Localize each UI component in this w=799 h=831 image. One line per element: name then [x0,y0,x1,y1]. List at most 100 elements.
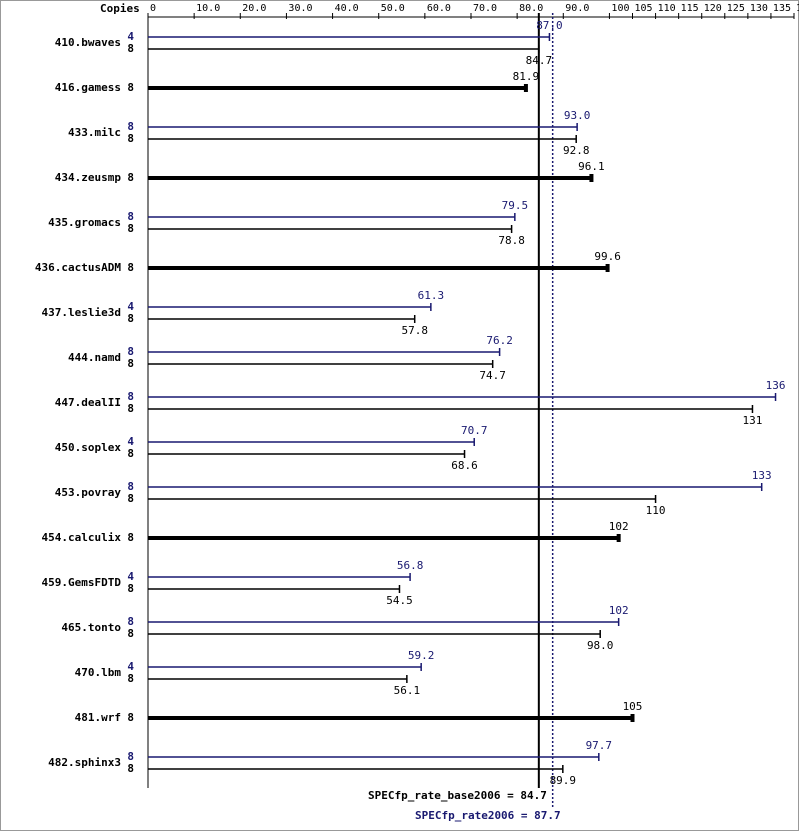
bar [148,225,513,233]
bar [148,405,754,413]
bar [148,264,610,272]
bar [148,33,551,41]
copies-label: 8 [127,402,134,415]
legend-label: SPECfp_rate_base2006 = 84.7 [368,789,547,802]
value-label: 76.2 [486,334,513,347]
legend-label: SPECfp_rate2006 = 87.7 [415,809,561,822]
x-tick-label: 115 [681,3,699,14]
copies-label: 8 [127,42,134,55]
copies-label: 8 [127,390,134,403]
value-label: 102 [609,604,629,617]
benchmark-label: 453.povray [55,486,122,499]
copies-label: 8 [127,312,134,325]
copies-label: 8 [127,447,134,460]
bar [148,213,516,221]
copies-label: 8 [127,357,134,370]
bar [148,348,501,356]
bar [148,630,601,638]
value-label: 92.8 [563,144,590,157]
benchmark-label: 437.leslie3d [42,306,121,319]
bar [148,438,475,446]
benchmark-label: 481.wrf [75,711,121,724]
benchmark-label: 436.cactusADM [35,261,121,274]
bar [148,585,401,593]
copies-label: 8 [127,210,134,223]
copies-label: 8 [127,345,134,358]
x-tick-label: 10.0 [196,3,220,14]
copies-label: 8 [127,492,134,505]
value-label: 57.8 [401,324,428,337]
bar [148,618,620,626]
value-label: 98.0 [587,639,614,652]
benchmark-label: 482.sphinx3 [48,756,121,769]
value-label: 110 [646,504,666,517]
x-tick-label: 20.0 [242,3,266,14]
bar [148,315,416,323]
copies-label: 8 [127,261,134,274]
copies-label: 8 [127,531,134,544]
bar [148,393,777,401]
bar [148,174,594,182]
value-label: 59.2 [408,649,435,662]
copies-label: 8 [127,627,134,640]
copies-label: 8 [127,222,134,235]
bar [148,483,763,491]
value-label: 93.0 [564,109,591,122]
copies-label: 8 [127,750,134,763]
copies-label: 4 [127,300,134,313]
x-tick-label: 100 [611,3,629,14]
x-tick-label: 105 [635,3,653,14]
bar [148,663,422,671]
copies-label: 4 [127,30,134,43]
copies-label: 8 [127,480,134,493]
value-label: 70.7 [461,424,488,437]
x-tick-label: 90.0 [565,3,589,14]
copies-label: 8 [127,582,134,595]
copies-label: 8 [127,615,134,628]
value-label: 87.0 [536,19,563,32]
x-tick-label: 120 [704,3,722,14]
copies-label: 8 [127,81,134,94]
value-label: 74.7 [479,369,506,382]
copies-label: 4 [127,435,134,448]
x-tick-label: 110 [658,3,676,14]
x-tick-label: 50.0 [381,3,405,14]
value-label: 56.1 [394,684,421,697]
bar [148,303,432,311]
x-tick-label: 40.0 [335,3,359,14]
value-label: 54.5 [386,594,413,607]
x-tick-label: 125 [727,3,745,14]
benchmark-label: 416.gamess [55,81,121,94]
bar [148,714,635,722]
benchmark-label: 444.namd [68,351,121,364]
bar [148,675,408,683]
value-label: 105 [623,700,643,713]
value-label: 61.3 [418,289,445,302]
bar [148,753,600,761]
copies-label: 4 [127,570,134,583]
x-tick-label: 135 [773,3,791,14]
bar [148,495,657,503]
x-tick-label: 30.0 [288,3,312,14]
copies-label: 8 [127,132,134,145]
value-label: 96.1 [578,160,605,173]
benchmark-label: 447.dealII [55,396,121,409]
value-label: 131 [743,414,763,427]
bar [148,450,466,458]
copies-label: 8 [127,171,134,184]
copies-header: Copies [100,2,140,15]
benchmark-label: 434.zeusmp [55,171,122,184]
value-label: 81.9 [513,70,540,83]
copies-label: 8 [127,711,134,724]
benchmark-label: 459.GemsFDTD [42,576,122,589]
benchmark-label: 433.milc [68,126,121,139]
x-tick-label: 70.0 [473,3,497,14]
value-label: 56.8 [397,559,424,572]
x-tick-label: 60.0 [427,3,451,14]
bar [148,534,621,542]
value-label: 97.7 [586,739,613,752]
bar [148,135,577,143]
bar [148,123,578,131]
value-label: 102 [609,520,629,533]
